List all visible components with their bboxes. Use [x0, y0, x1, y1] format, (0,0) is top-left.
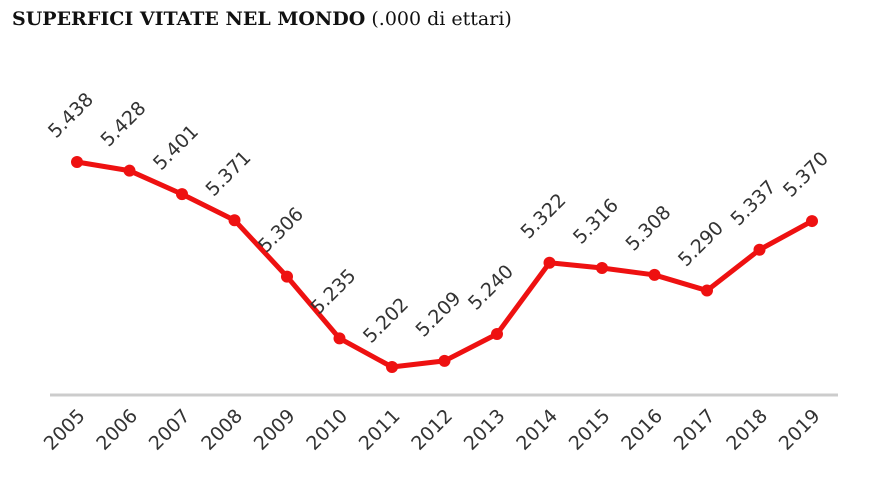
data-label-2010: 5.235	[306, 265, 360, 319]
chart-title: SUPERFICI VITATE NEL MONDO (.000 di etta…	[12, 8, 512, 30]
data-label-2017: 5.290	[674, 217, 728, 271]
data-label-2008: 5.371	[201, 147, 255, 201]
x-tick-label-2014: 2014	[512, 405, 562, 455]
x-tick-label-2019: 2019	[775, 405, 825, 455]
x-tick-label-2012: 2012	[407, 405, 457, 455]
data-label-2009: 5.306	[254, 203, 308, 257]
data-point-2010	[333, 332, 346, 345]
x-tick-label-2011: 2011	[355, 405, 405, 455]
data-label-2007: 5.401	[149, 121, 203, 175]
data-point-2007	[176, 188, 188, 201]
data-point-2009	[281, 270, 293, 283]
x-tick-label-2006: 2006	[92, 405, 142, 455]
data-label-2012: 5.209	[411, 287, 465, 341]
chart-title-main: SUPERFICI VITATE NEL MONDO	[12, 8, 366, 30]
data-point-2018	[753, 243, 766, 256]
x-tick-label-2015: 2015	[565, 405, 615, 455]
data-label-2006: 5.428	[96, 97, 150, 151]
data-point-2013	[491, 327, 503, 340]
data-point-2006	[123, 164, 136, 177]
data-label-2016: 5.308	[621, 201, 675, 255]
data-label-2019: 5.370	[779, 148, 833, 202]
data-label-2005: 5.438	[44, 89, 98, 143]
data-point-2012	[438, 354, 451, 367]
data-point-2019	[806, 215, 818, 228]
data-label-2015: 5.316	[569, 194, 623, 248]
chart-title-unit: (.000 di ettari)	[371, 8, 512, 30]
x-tick-label-2013: 2013	[460, 405, 510, 455]
x-tick-label-2008: 2008	[197, 405, 247, 455]
data-label-2018: 5.337	[726, 176, 780, 230]
data-point-2014	[543, 256, 556, 269]
data-point-2017	[701, 284, 713, 297]
x-tick-label-2007: 2007	[145, 405, 195, 455]
x-tick-label-2016: 2016	[617, 405, 667, 455]
data-label-2013: 5.240	[464, 260, 518, 314]
x-tick-label-2009: 2009	[250, 405, 300, 455]
data-label-2014: 5.322	[516, 189, 570, 243]
data-point-2015	[596, 261, 608, 274]
x-tick-label-2005: 2005	[40, 405, 90, 455]
data-point-2011	[386, 361, 398, 373]
x-tick-label-2017: 2017	[670, 405, 720, 455]
data-point-2008	[228, 214, 241, 227]
x-tick-label-2018: 2018	[722, 405, 772, 455]
x-tick-label-2010: 2010	[302, 405, 352, 455]
data-label-2011: 5.202	[359, 294, 413, 348]
data-point-2016	[648, 268, 661, 281]
data-point-2005	[71, 156, 83, 168]
